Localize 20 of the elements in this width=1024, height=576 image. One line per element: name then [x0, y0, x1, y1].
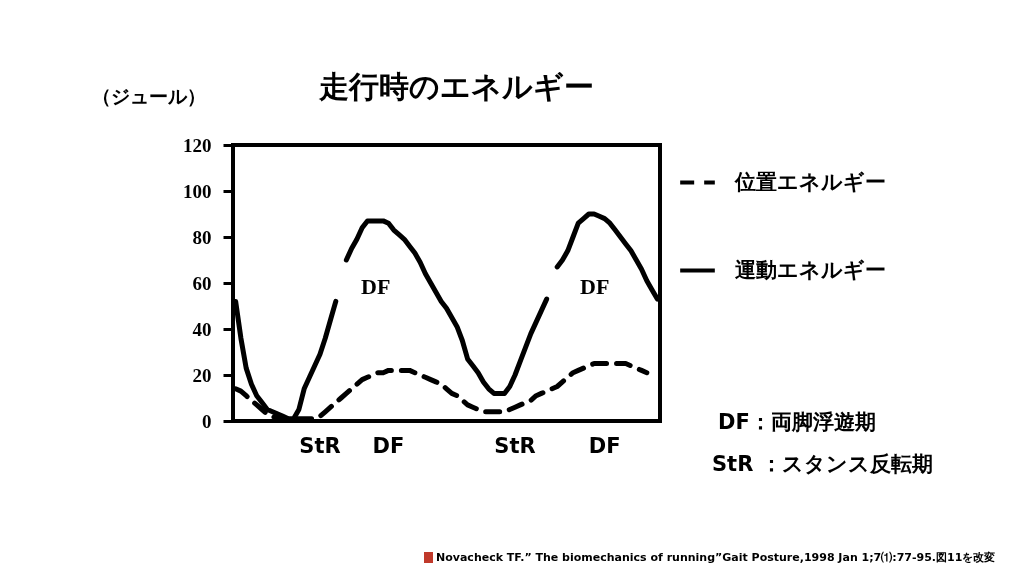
legend-label: 位置エネルギー	[734, 169, 886, 194]
y-tick-label: 60	[192, 272, 212, 294]
y-tick-label: 20	[192, 364, 212, 386]
y-tick-label: 40	[192, 318, 212, 340]
text: Novacheck TF.” The biomechanics of running”Gait Posture,1998 Jan 1;7⑴:77-95.図11を改変	[436, 550, 996, 565]
text: DF：両脚浮遊期	[718, 409, 876, 436]
legend-label: 運動エネルギー	[735, 257, 886, 282]
annotation: DF	[361, 274, 391, 300]
y-tick-label: 120	[183, 134, 212, 156]
y-axis-title: （ジュール）	[91, 84, 206, 107]
text: StR ：スタンス反転期	[712, 451, 933, 478]
annotation: DF	[580, 274, 610, 300]
x-tick-label: DF	[588, 433, 621, 458]
chart-title: 走行時のエネルギー	[318, 69, 594, 104]
x-tick-label: StR	[299, 433, 341, 458]
x-tick-label: StR	[494, 433, 536, 458]
y-tick-label: 100	[183, 180, 212, 202]
y-tick-label: 0	[202, 410, 212, 432]
y-tick-label: 80	[192, 226, 212, 248]
x-tick-label: DF	[372, 433, 405, 458]
